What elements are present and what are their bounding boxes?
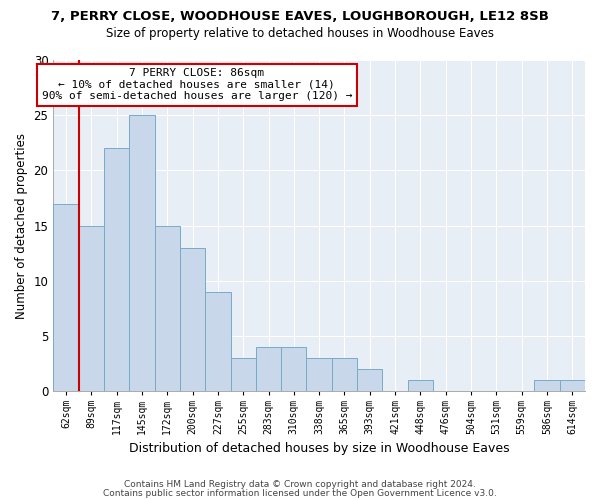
- Bar: [408, 380, 433, 392]
- Bar: [104, 148, 129, 392]
- Bar: [560, 380, 585, 392]
- Bar: [230, 358, 256, 392]
- Text: 7, PERRY CLOSE, WOODHOUSE EAVES, LOUGHBOROUGH, LE12 8SB: 7, PERRY CLOSE, WOODHOUSE EAVES, LOUGHBO…: [51, 10, 549, 23]
- Y-axis label: Number of detached properties: Number of detached properties: [15, 132, 28, 318]
- Bar: [281, 348, 307, 392]
- Text: Contains HM Land Registry data © Crown copyright and database right 2024.: Contains HM Land Registry data © Crown c…: [124, 480, 476, 489]
- Bar: [180, 248, 205, 392]
- Bar: [357, 370, 382, 392]
- Bar: [332, 358, 357, 392]
- X-axis label: Distribution of detached houses by size in Woodhouse Eaves: Distribution of detached houses by size …: [129, 442, 509, 455]
- Bar: [129, 115, 155, 392]
- Bar: [53, 204, 79, 392]
- Bar: [535, 380, 560, 392]
- Bar: [79, 226, 104, 392]
- Bar: [155, 226, 180, 392]
- Bar: [256, 348, 281, 392]
- Text: Size of property relative to detached houses in Woodhouse Eaves: Size of property relative to detached ho…: [106, 28, 494, 40]
- Bar: [307, 358, 332, 392]
- Text: 7 PERRY CLOSE: 86sqm
← 10% of detached houses are smaller (14)
90% of semi-detac: 7 PERRY CLOSE: 86sqm ← 10% of detached h…: [41, 68, 352, 102]
- Bar: [205, 292, 230, 392]
- Text: Contains public sector information licensed under the Open Government Licence v3: Contains public sector information licen…: [103, 489, 497, 498]
